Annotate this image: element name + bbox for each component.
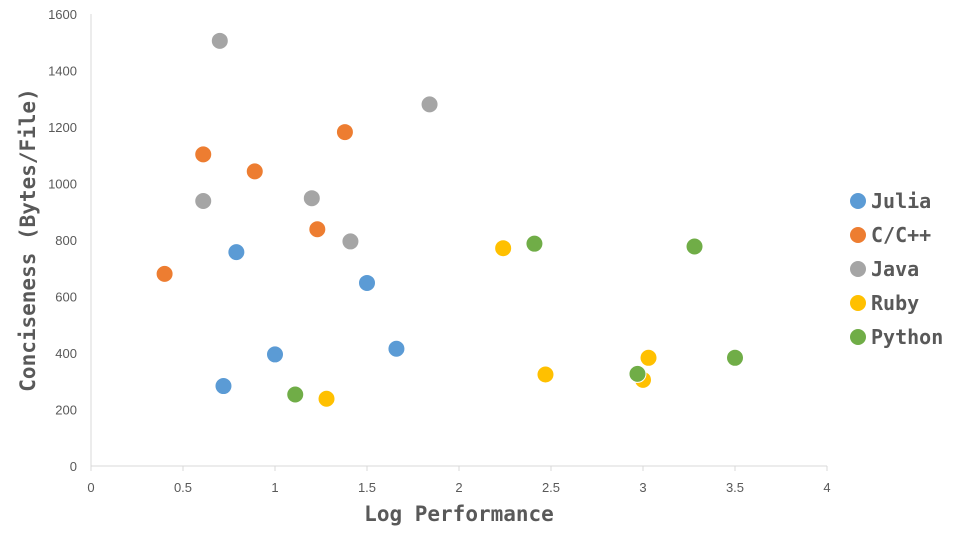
point-c-c xyxy=(245,162,264,181)
y-tick-label: 1600 xyxy=(48,7,77,22)
point-java xyxy=(420,95,439,114)
legend-marker-python xyxy=(850,329,866,345)
data-points xyxy=(155,31,744,408)
x-tick-labels: 0 0.5 1 1.5 2 2.5 3 3.5 4 xyxy=(87,466,831,495)
point-python xyxy=(726,348,744,367)
y-tick-label: 1200 xyxy=(48,120,77,135)
point-ruby xyxy=(536,365,555,384)
point-c-c xyxy=(308,220,327,239)
point-julia xyxy=(358,273,376,292)
y-tick-label: 1000 xyxy=(48,177,77,192)
point-julia xyxy=(214,377,233,396)
x-tick-label: 1.5 xyxy=(358,480,376,495)
x-tick-label: 0 xyxy=(87,480,94,495)
y-tick-label: 800 xyxy=(55,233,77,248)
legend-marker-c-c xyxy=(850,227,866,243)
axes xyxy=(90,14,827,467)
point-julia xyxy=(387,339,406,358)
point-julia xyxy=(266,345,284,364)
x-tick-label: 2.5 xyxy=(542,480,560,495)
legend: Julia C/C++ Java Ruby Python xyxy=(850,189,943,349)
legend-label-java: Java xyxy=(871,257,919,281)
point-python xyxy=(525,234,544,253)
x-tick-label: 2 xyxy=(455,480,462,495)
point-ruby xyxy=(639,348,658,367)
point-python xyxy=(685,237,704,256)
y-tick-label: 400 xyxy=(55,346,77,361)
x-tick-label: 3 xyxy=(639,480,646,495)
point-julia xyxy=(227,243,246,262)
y-tick-labels: 0 200 400 600 800 1000 1200 1400 1600 xyxy=(48,7,77,474)
x-tick-label: 3.5 xyxy=(726,480,744,495)
legend-label-python: Python xyxy=(871,325,943,349)
legend-label-c-c: C/C++ xyxy=(871,223,931,247)
x-axis-title: Log Performance xyxy=(364,502,554,526)
point-java xyxy=(210,31,229,50)
y-tick-label: 200 xyxy=(55,403,77,418)
y-tick-label: 0 xyxy=(70,459,77,474)
point-python xyxy=(286,385,305,404)
point-ruby xyxy=(494,239,513,258)
x-tick-label: 0.5 xyxy=(174,480,192,495)
point-c-c xyxy=(335,123,354,142)
point-ruby xyxy=(317,389,336,408)
point-c-c xyxy=(194,145,213,164)
legend-marker-java xyxy=(850,261,866,277)
y-tick-label: 1400 xyxy=(48,64,77,79)
x-tick-label: 4 xyxy=(823,480,830,495)
legend-label-ruby: Ruby xyxy=(871,291,919,315)
legend-marker-ruby xyxy=(850,295,866,311)
point-java xyxy=(341,232,360,251)
point-c-c xyxy=(155,264,174,283)
point-java xyxy=(302,189,321,208)
y-tick-label: 600 xyxy=(55,290,77,305)
x-tick-label: 1 xyxy=(271,480,278,495)
point-python xyxy=(628,364,647,383)
legend-label-julia: Julia xyxy=(871,189,931,213)
legend-marker-julia xyxy=(850,193,866,209)
point-java xyxy=(194,192,213,211)
y-axis-title: Conciseness (Bytes/File) xyxy=(16,88,40,391)
